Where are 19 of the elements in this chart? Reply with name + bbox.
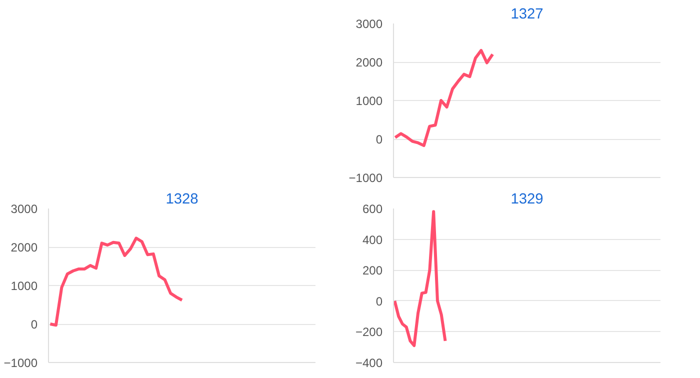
chart-title: 1328 <box>166 192 198 208</box>
chart-title: 1329 <box>510 192 544 208</box>
y-tick-label: 3000 <box>356 17 383 31</box>
y-tick-label: 0 <box>30 318 38 332</box>
y-tick-label: 0 <box>376 132 383 146</box>
y-tick-label: 0 <box>376 294 383 308</box>
y-tick-label: 400 <box>362 232 383 247</box>
y-tick-label: 3000 <box>10 202 38 216</box>
y-tick-label: −200 <box>355 325 383 340</box>
y-tick-label: −1000 <box>4 356 38 370</box>
y-tick-label: −1000 <box>348 171 383 185</box>
y-tick-label: −400 <box>355 356 383 370</box>
y-tick-label: 600 <box>362 202 383 216</box>
y-tick-label: 2000 <box>356 56 383 70</box>
chart-title: 1327 <box>510 6 544 22</box>
y-tick-label: 1000 <box>10 279 38 293</box>
y-tick-label: 2000 <box>10 240 38 254</box>
y-tick-label: 200 <box>362 264 383 278</box>
y-tick-label: 1000 <box>356 94 383 108</box>
